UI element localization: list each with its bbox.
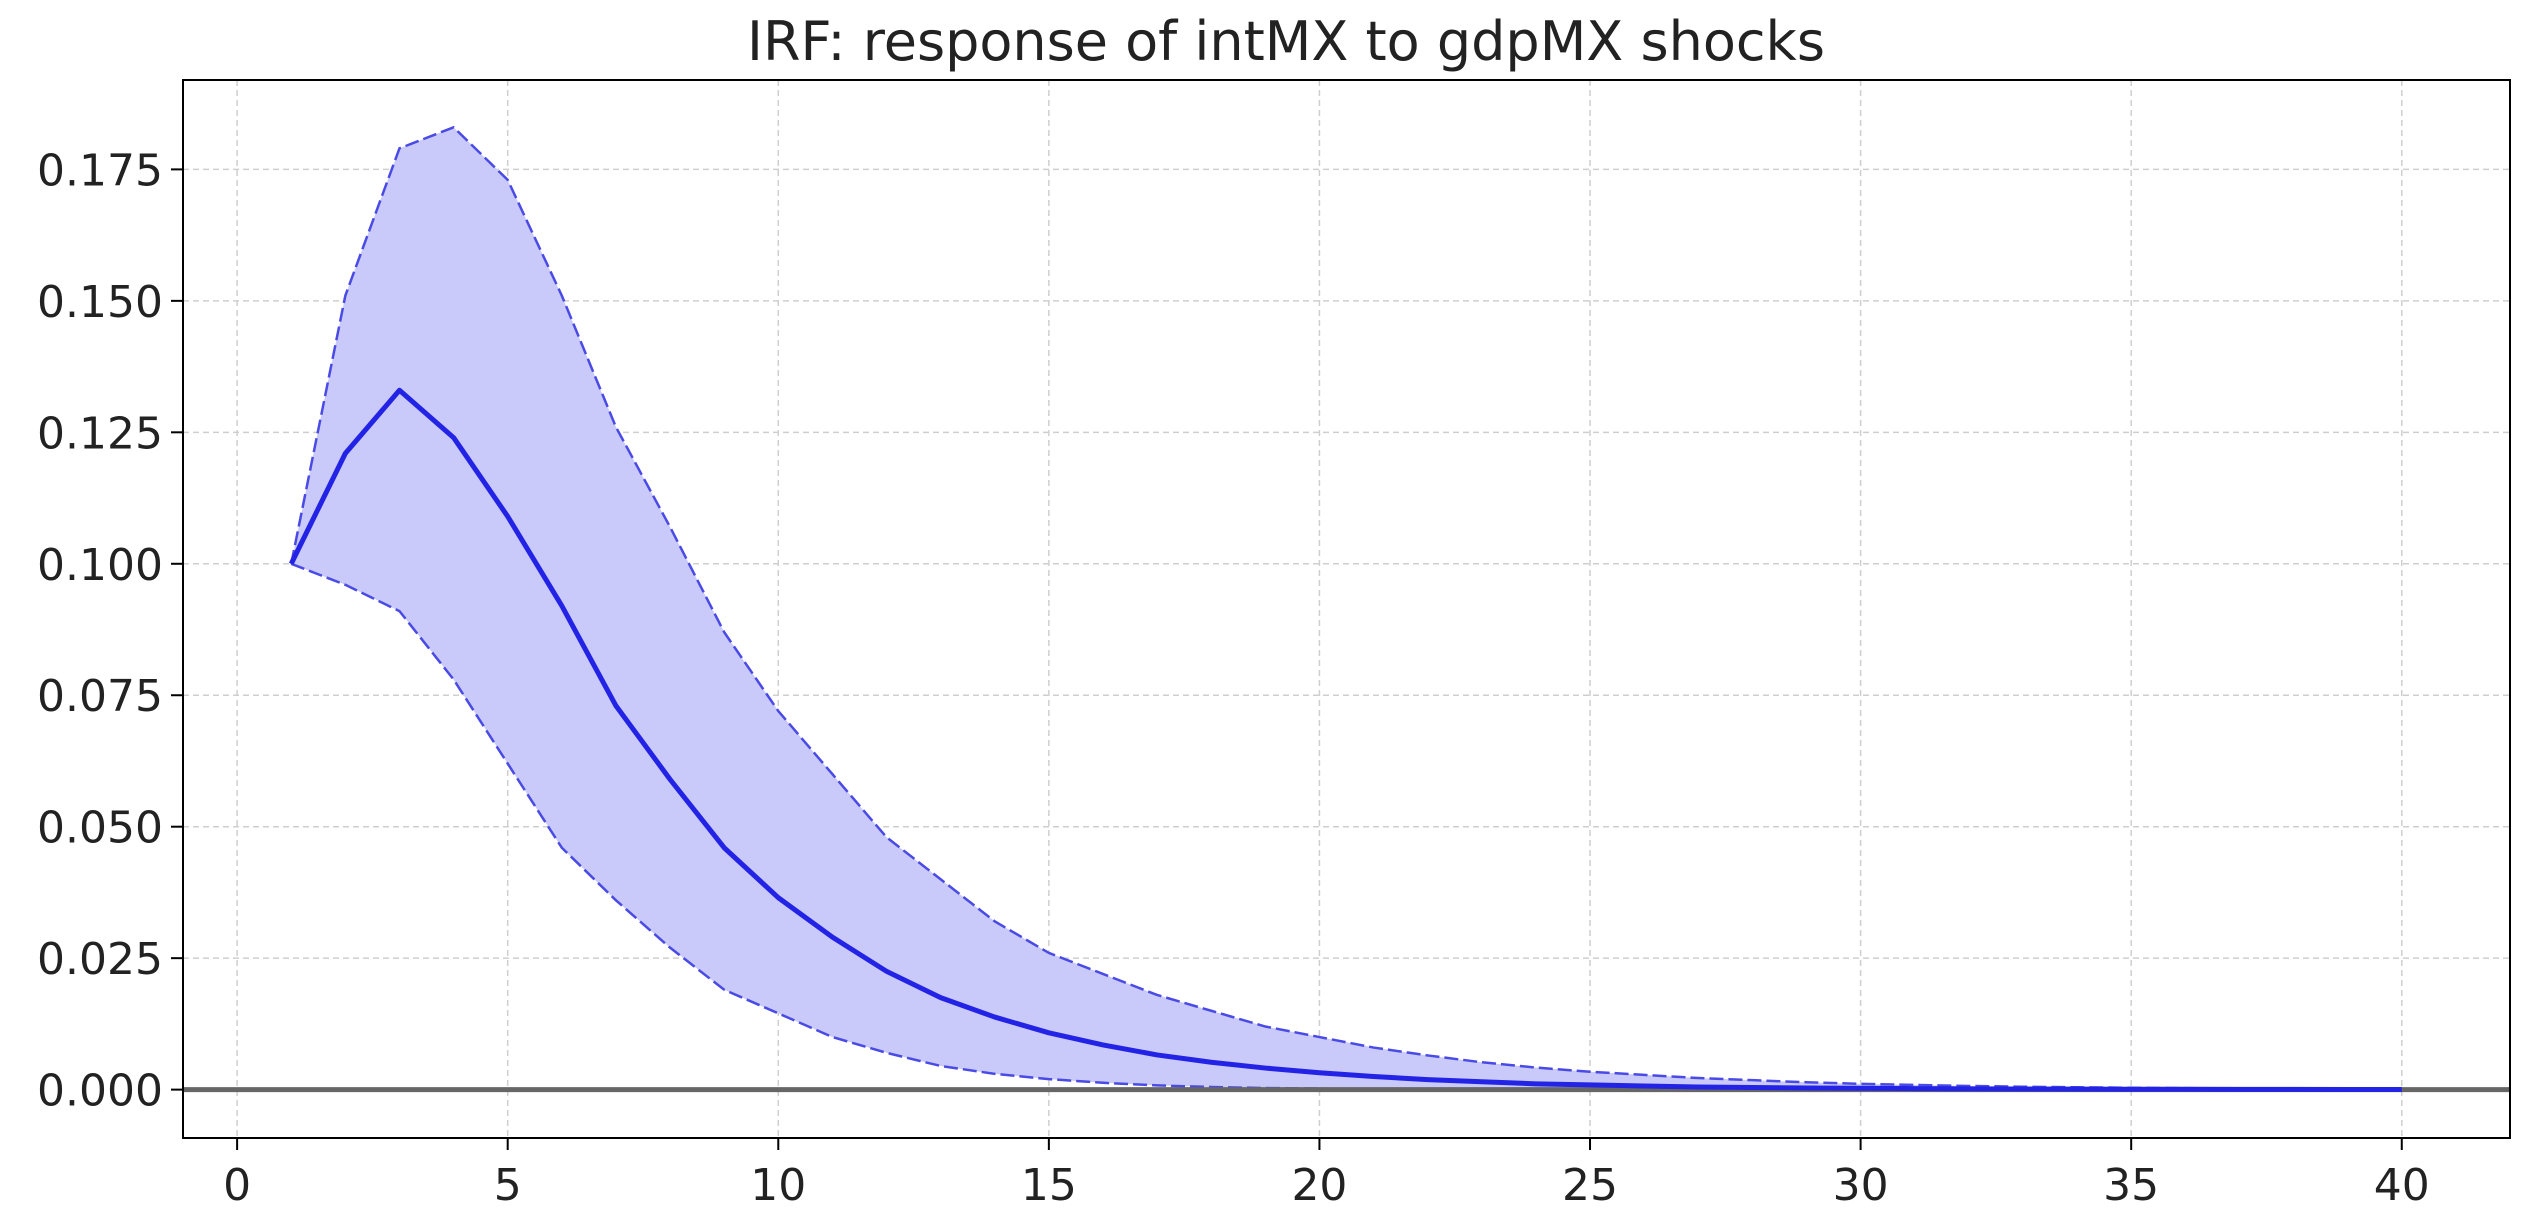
x-tick-label: 20 (1291, 1160, 1347, 1211)
y-tick-label: 0.025 (37, 934, 163, 985)
x-tick-label: 10 (750, 1160, 806, 1211)
y-axis: 0.000 0.025 0.050 0.075 0.100 0.125 0.150 0.175 (37, 145, 183, 1117)
y-tick-label: 0.150 (37, 277, 163, 328)
chart-title: IRF: response of intMX to gdpMX shocks (747, 10, 1825, 73)
confidence-band-fill (291, 127, 2402, 1090)
x-tick-label: 0 (223, 1160, 251, 1211)
y-tick-label: 0.175 (37, 145, 163, 196)
series-lines (288, 387, 2402, 1093)
confidence-band (290, 125, 2402, 1091)
x-tick-label: 15 (1021, 1160, 1077, 1211)
x-tick-label: 25 (1562, 1160, 1618, 1211)
plot-area-border (182, 79, 2511, 1139)
y-tick-label: 0.100 (37, 540, 163, 591)
plot-frame (182, 79, 2511, 1139)
y-tick-label: 0.125 (37, 408, 163, 459)
y-tick-label: 0.000 (37, 1066, 163, 1117)
y-tick-label: 0.075 (37, 671, 163, 722)
x-tick-label: 5 (494, 1160, 522, 1211)
y-tick-label: 0.050 (37, 803, 163, 854)
x-tick-label: 35 (2103, 1160, 2159, 1211)
x-axis: 0 5 10 15 20 25 30 35 40 (223, 1138, 2430, 1211)
x-tick-label: 40 (2374, 1160, 2430, 1211)
point-estimate-line (288, 387, 2402, 1093)
x-tick-label: 30 (1833, 1160, 1889, 1211)
